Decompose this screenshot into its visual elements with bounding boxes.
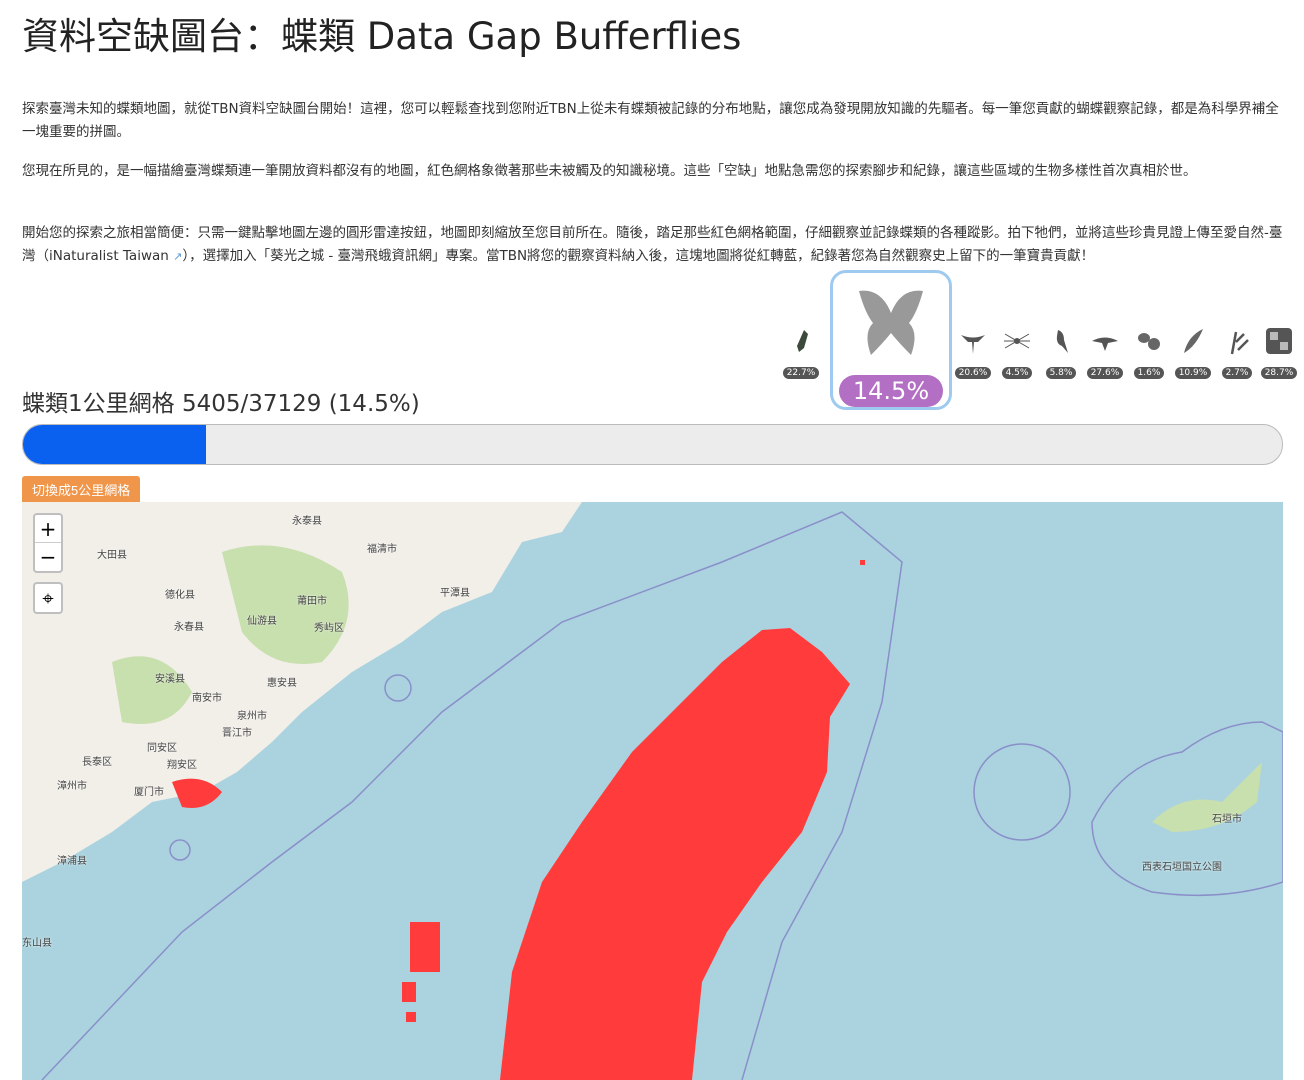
zoom-out-button[interactable]: − (39, 545, 57, 569)
taxon-moss[interactable]: 2.7% (1217, 326, 1257, 379)
instructions-text: 開始您的探索之旅相當簡便：只需一鍵點擊地圖左邊的圓形雷達按鈕，地圖即刻縮放至您目… (22, 225, 1283, 264)
taxon-fern[interactable]: 10.9% (1173, 326, 1213, 379)
map-place-label: 漳州市 (57, 781, 87, 792)
map-place-label: 秀屿区 (314, 623, 344, 634)
taxon-plants-collage[interactable]: 28.7% (1259, 326, 1299, 379)
map-place-label: 永泰县 (292, 516, 322, 527)
bird-icon (1056, 330, 1068, 353)
switch-grid-button[interactable]: 切換成5公里網格 (22, 476, 141, 503)
map-place-label: 莆田市 (297, 596, 327, 607)
taxon-percent-badge: 20.6% (954, 367, 992, 379)
orchid-icon (1092, 337, 1118, 351)
taxon-pinecone[interactable]: 1.6% (1129, 326, 1169, 379)
progress-fill (23, 425, 206, 464)
map-place-label: 惠安县 (267, 678, 297, 689)
pinecone-icon (1138, 333, 1160, 350)
spider-icon (1004, 333, 1030, 349)
moth-icon (961, 335, 985, 354)
taxon-percent-badge: 5.8% (1045, 367, 1077, 379)
map-place-label: 东山县 (22, 938, 52, 949)
taxon-orchid[interactable]: 27.6% (1085, 326, 1125, 379)
instructions-paragraph: 開始您的探索之旅相當簡便：只需一鍵點擊地圖左邊的圓形雷達按鈕，地圖即刻縮放至您目… (22, 222, 1284, 268)
map-place-label: 安溪县 (155, 674, 185, 685)
map-place-label: 平潭县 (440, 588, 470, 599)
map-place-label: 仙游县 (247, 616, 277, 627)
intro-paragraph: 探索臺灣未知的蝶類地圖，就從TBN資料空缺圖台開始！這裡，您可以輕鬆查找到您附近… (22, 101, 1279, 140)
plants-collage-icon (1266, 328, 1292, 354)
inaturalist-link[interactable]: iNaturalist Taiwan (49, 248, 169, 264)
taxon-percent-badge: 1.6% (1133, 367, 1165, 379)
territorial-boundary (41, 511, 903, 1080)
taxon-percent-badge: 27.6% (1086, 367, 1124, 379)
map-place-label: 石垣市 (1212, 814, 1242, 825)
kinmen-gap-grid (172, 778, 222, 808)
description-paragraph: 您現在所見的，是一幅描繪臺灣蝶類連一筆開放資料都沒有的地圖，紅色網格象徵著那些未… (22, 163, 1197, 179)
map-place-label: 泉州市 (237, 711, 267, 722)
forest-area (112, 656, 192, 724)
zoom-in-button[interactable]: + (35, 515, 61, 543)
map-place-label: 晋江市 (222, 728, 252, 739)
yaeyama-islands (1152, 762, 1262, 832)
fern-icon (1184, 329, 1203, 353)
taxon-percent-badge: 28.7% (1260, 367, 1298, 379)
taxon-spider[interactable]: 4.5% (997, 326, 1037, 379)
taxon-percent-badge: 14.5% (838, 375, 944, 407)
moss-icon (1230, 331, 1249, 355)
zoom-control: + − (33, 513, 63, 573)
taxon-moth[interactable]: 20.6% (953, 326, 993, 379)
external-link-icon: ↗ (173, 250, 183, 263)
map[interactable]: 永泰县大田县 福清市德化县莆田市仙游县永春县 平潭县安溪县 南安市泉州市晋江市同安区翔… (22, 502, 1283, 1080)
taxon-percent-badge: 10.9% (1174, 367, 1212, 379)
locate-button[interactable]: ⌖ (33, 582, 63, 614)
map-place-label: 翔安区 (167, 760, 197, 771)
map-place-label: 大田县 (97, 550, 127, 561)
butterfly-icon (859, 290, 923, 355)
map-place-label: 同安区 (147, 743, 177, 754)
penghu-gap-grid (402, 922, 440, 1022)
map-place-label: 德化县 (165, 590, 195, 601)
taxon-bird[interactable]: 5.8% (1041, 326, 1081, 379)
taxon-butterfly-selected[interactable]: 14.5% (830, 270, 952, 410)
taxon-percent-badge: 2.7% (1221, 367, 1253, 379)
map-place-label: 西表石垣国立公園 (1142, 862, 1222, 873)
map-place-label: 長泰区 (82, 757, 112, 768)
taiwan-gap-grid (500, 628, 850, 1080)
instructions-text-end: ），選擇加入「葵光之城 - 臺灣飛蛾資訊網」專案。當TBN將您的觀察資料納入後，… (182, 248, 1095, 264)
map-place-label: 福清市 (367, 544, 397, 555)
map-canvas[interactable] (22, 502, 1283, 1080)
map-place-label: 永春县 (174, 622, 204, 633)
mainland-land (22, 502, 582, 882)
progress-bar (22, 424, 1283, 465)
forest-area (222, 545, 349, 664)
grid-count-title: 蝶類1公里網格 5405/37129 (14.5%) (22, 391, 420, 417)
taxon-percent-badge: 4.5% (1001, 367, 1033, 379)
map-place-label: 南安市 (192, 693, 222, 704)
map-place-label: 漳浦县 (57, 856, 87, 867)
map-place-label: 厦门市 (134, 787, 164, 798)
page-title: 資料空缺圖台：蝶類 Data Gap Bufferflies (22, 15, 742, 58)
taiwan-icon (797, 330, 808, 352)
crosshair-icon: ⌖ (42, 586, 54, 610)
taxon-percent-badge: 22.7% (782, 367, 820, 379)
taxon-taiwan[interactable]: 22.7% (781, 326, 821, 379)
